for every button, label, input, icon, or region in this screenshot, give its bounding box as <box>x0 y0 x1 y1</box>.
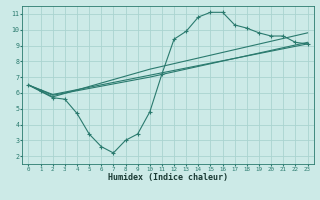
X-axis label: Humidex (Indice chaleur): Humidex (Indice chaleur) <box>108 173 228 182</box>
